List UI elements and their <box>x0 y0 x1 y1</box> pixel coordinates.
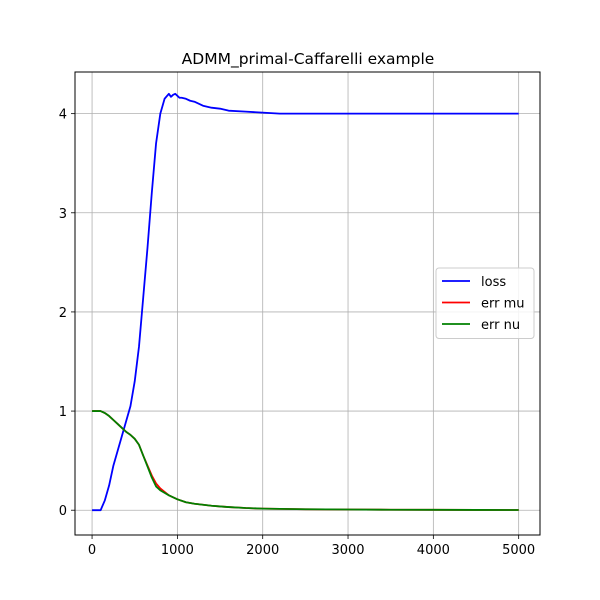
series-line-err-nu <box>92 410 519 511</box>
y-tick-label: 3 <box>59 207 67 222</box>
legend-box <box>435 267 535 339</box>
x-tick-label: 0 <box>88 543 96 558</box>
y-tick-label: 0 <box>59 504 67 519</box>
legend: loss err mu err nu <box>435 267 535 339</box>
legend-label: err mu <box>481 297 525 312</box>
x-tick-label: 2000 <box>246 543 279 558</box>
series-layer <box>92 92 519 512</box>
x-tick-label: 4000 <box>417 543 450 558</box>
series-line-loss <box>92 92 519 512</box>
tick-layer: 0 1000 2000 3000 4000 5000 0 1 2 3 4 <box>59 108 535 558</box>
x-tick-label: 5000 <box>502 543 535 558</box>
x-tick-label: 3000 <box>331 543 364 558</box>
chart-title: ADMM_primal-Caffarelli example <box>182 50 435 69</box>
y-tick-label: 4 <box>59 108 67 123</box>
legend-label: loss <box>481 275 506 290</box>
y-tick-label: 1 <box>59 405 67 420</box>
plot-frame <box>74 71 541 536</box>
x-tick-label: 1000 <box>161 543 194 558</box>
legend-label: err nu <box>481 318 520 333</box>
y-tick-label: 2 <box>59 306 67 321</box>
